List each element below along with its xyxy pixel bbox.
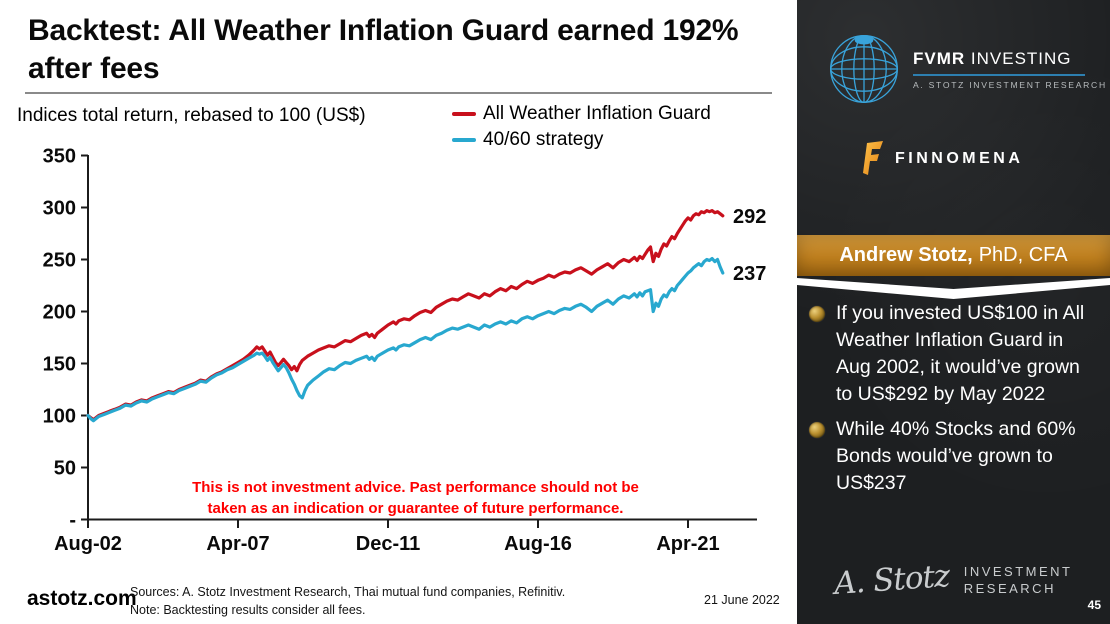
banner-chevron-shape — [797, 278, 1110, 299]
disclaimer-text: This is not investment advice. Past perf… — [88, 477, 743, 519]
globe-icon — [830, 35, 898, 103]
legend-swatch-icon — [452, 138, 476, 142]
author-credentials: PhD, CFA — [978, 244, 1068, 266]
y-tick-label: 350 — [43, 146, 76, 168]
title-divider — [25, 92, 772, 94]
finnomena-logo: FINNOMENA — [859, 140, 1023, 178]
signature-line-1: INVESTMENT — [963, 564, 1073, 579]
slide-date: 21 June 2022 — [704, 593, 780, 607]
legend-swatch-icon — [452, 112, 476, 116]
author-banner: Andrew Stotz, PhD, CFA — [797, 235, 1110, 276]
line-chart: 350 300 250 200 150 100 50 -Aug-02 Apr-07 Dec-11 A… — [43, 146, 767, 556]
legend-row-1: All Weather Inflation Guard — [452, 101, 711, 127]
fvmr-wordmark: FVMR INVESTING A. STOTZ INVESTMENT RESEA… — [913, 49, 1107, 90]
fvmr-logo: FVMR INVESTING A. STOTZ INVESTMENT RESEA… — [827, 32, 1107, 106]
sources-line: Sources: A. Stotz Investment Research, T… — [130, 585, 566, 599]
finnomena-wordmark: FINNOMENA — [895, 150, 1024, 167]
signature-script: A. Stotz — [833, 558, 951, 602]
coin-bullet-icon — [809, 306, 825, 322]
signature-wordmark: INVESTMENT RESEARCH — [964, 563, 1073, 597]
chart-legend: All Weather Inflation Guard 40/60 strateg… — [452, 101, 711, 153]
finnomena-f-icon — [863, 141, 883, 175]
fvmr-divider — [913, 73, 1085, 76]
x-tick-label: Aug-02 — [54, 533, 122, 555]
bullet-text-1: If you invested US$100 in All Weather In… — [836, 302, 1085, 405]
fvmr-subtitle: A. STOTZ INVESTMENT RESEARCH — [913, 79, 1107, 90]
bullet-list: If you invested US$100 in All Weather In… — [809, 300, 1101, 505]
disclaimer-line-1: This is not investment advice. Past perf… — [192, 479, 639, 496]
x-tick-label: Apr-21 — [656, 533, 719, 555]
y-tick-label: 300 — [43, 198, 76, 220]
page-title: Backtest: All Weather Inflation Guard ea… — [28, 14, 739, 85]
y-tick-label: 150 — [43, 354, 76, 376]
y-tick-label: 200 — [43, 302, 76, 324]
y-tick-label: 250 — [43, 250, 76, 272]
y-tick-label: - — [69, 510, 76, 532]
fvmr-brand-bold: FVMR — [913, 48, 966, 68]
signature-line-2: RESEARCH — [963, 581, 1056, 596]
note-line: Note: Backtesting results consider all f… — [130, 603, 366, 617]
x-tick-label: Apr-07 — [206, 533, 269, 555]
legend-label: All Weather Inflation Guard — [483, 103, 711, 124]
x-tick-label: Dec-11 — [356, 533, 421, 555]
author-name: Andrew Stotz, — [839, 244, 973, 266]
chart-subtitle: Indices total return, rebased to 100 (US… — [17, 105, 366, 126]
coin-bullet-icon — [809, 422, 825, 438]
list-item: While 40% Stocks and 60% Bonds would’ve … — [809, 416, 1101, 497]
page-number: 45 — [1087, 598, 1101, 612]
series-end-label-1: 292 — [733, 206, 766, 228]
footer-sources: Sources: A. Stotz Investment Research, T… — [130, 583, 565, 619]
bullet-text-2: While 40% Stocks and 60% Bonds would’ve … — [836, 418, 1076, 494]
legend-label: 40/60 strategy — [483, 129, 604, 150]
series-line-2 — [86, 256, 725, 423]
y-tick-label: 50 — [54, 458, 76, 480]
fvmr-brand-rest: INVESTING — [965, 48, 1072, 68]
astotz-signature-logo: A. Stotz INVESTMENT RESEARCH — [797, 558, 1110, 602]
x-tick-label: Aug-16 — [504, 533, 572, 555]
sidebar-panel: FVMR INVESTING A. STOTZ INVESTMENT RESEA… — [797, 0, 1110, 624]
disclaimer-line-2: taken as an indication or guarantee of f… — [207, 500, 624, 517]
website-link[interactable]: astotz.com — [27, 587, 137, 610]
y-tick-label: 100 — [43, 406, 76, 428]
series-end-label-2: 237 — [733, 263, 766, 285]
list-item: If you invested US$100 in All Weather In… — [809, 300, 1101, 408]
legend-row-2: 40/60 strategy — [452, 127, 711, 153]
